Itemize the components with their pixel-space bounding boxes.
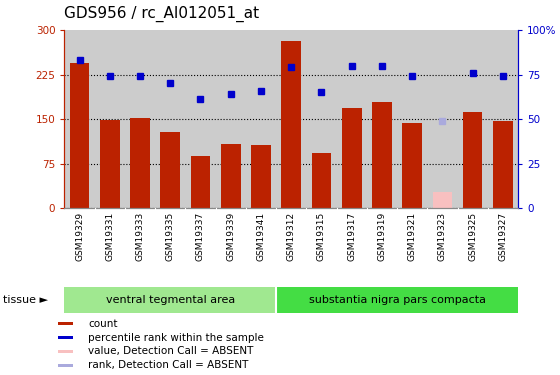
Text: GSM19319: GSM19319 xyxy=(377,212,386,261)
Text: GSM19321: GSM19321 xyxy=(408,212,417,261)
Bar xyxy=(69,63,90,208)
Bar xyxy=(402,123,422,208)
Bar xyxy=(130,118,150,208)
Bar xyxy=(463,112,483,208)
Text: count: count xyxy=(88,319,118,328)
Text: GSM19341: GSM19341 xyxy=(256,212,265,261)
Bar xyxy=(221,144,241,208)
Text: GDS956 / rc_AI012051_at: GDS956 / rc_AI012051_at xyxy=(64,6,259,22)
Text: GSM19335: GSM19335 xyxy=(166,212,175,261)
Text: ventral tegmental area: ventral tegmental area xyxy=(106,295,235,305)
Bar xyxy=(311,153,332,208)
Text: percentile rank within the sample: percentile rank within the sample xyxy=(88,333,264,342)
Bar xyxy=(342,108,362,208)
Text: GSM19333: GSM19333 xyxy=(136,212,144,261)
Bar xyxy=(190,156,211,208)
Bar xyxy=(372,102,392,208)
Text: GSM19317: GSM19317 xyxy=(347,212,356,261)
Text: GSM19315: GSM19315 xyxy=(317,212,326,261)
Bar xyxy=(276,287,518,313)
Text: GSM19337: GSM19337 xyxy=(196,212,205,261)
Bar xyxy=(281,41,301,208)
Text: GSM19339: GSM19339 xyxy=(226,212,235,261)
Text: substantia nigra pars compacta: substantia nigra pars compacta xyxy=(309,295,486,305)
Text: GSM19329: GSM19329 xyxy=(75,212,84,261)
Bar xyxy=(58,322,73,326)
Text: GSM19312: GSM19312 xyxy=(287,212,296,261)
Bar xyxy=(493,121,513,208)
Bar xyxy=(160,132,180,208)
Bar xyxy=(58,364,73,367)
Text: GSM19323: GSM19323 xyxy=(438,212,447,261)
Bar xyxy=(58,350,73,353)
Bar xyxy=(58,336,73,339)
Text: GSM19325: GSM19325 xyxy=(468,212,477,261)
Bar xyxy=(251,145,271,208)
Text: GSM19327: GSM19327 xyxy=(498,212,507,261)
Bar xyxy=(64,287,276,313)
Text: tissue ►: tissue ► xyxy=(3,295,48,305)
Text: value, Detection Call = ABSENT: value, Detection Call = ABSENT xyxy=(88,346,254,357)
Bar xyxy=(100,120,120,208)
Text: GSM19331: GSM19331 xyxy=(105,212,114,261)
Text: rank, Detection Call = ABSENT: rank, Detection Call = ABSENT xyxy=(88,360,249,370)
Bar xyxy=(432,192,452,208)
